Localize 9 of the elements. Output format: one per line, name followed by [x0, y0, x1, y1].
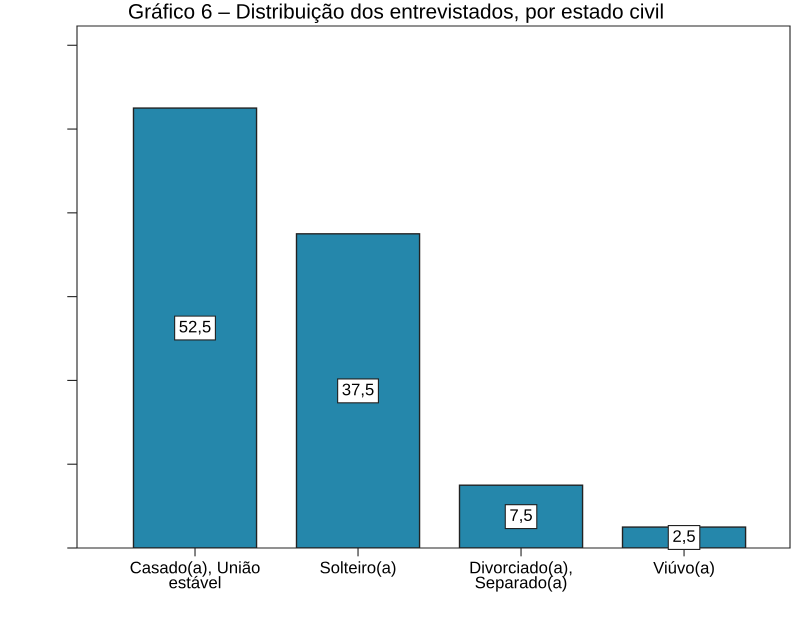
- x-tick-label: Solteiro(a): [320, 561, 396, 577]
- x-tick-label: Divorciado(a), Separado(a): [470, 561, 572, 592]
- data-label: 37,5: [342, 384, 374, 398]
- data-label: 2,5: [673, 530, 695, 544]
- chart-title: Gráfico 6 – Distribuição dos entrevistados, por estado civil: [129, 3, 663, 23]
- data-label: 52,5: [179, 320, 211, 334]
- x-tick-label: Viúvo(a): [653, 561, 714, 577]
- x-tick-label: Casado(a), União estável: [130, 561, 260, 588]
- data-label: 7,5: [510, 509, 532, 524]
